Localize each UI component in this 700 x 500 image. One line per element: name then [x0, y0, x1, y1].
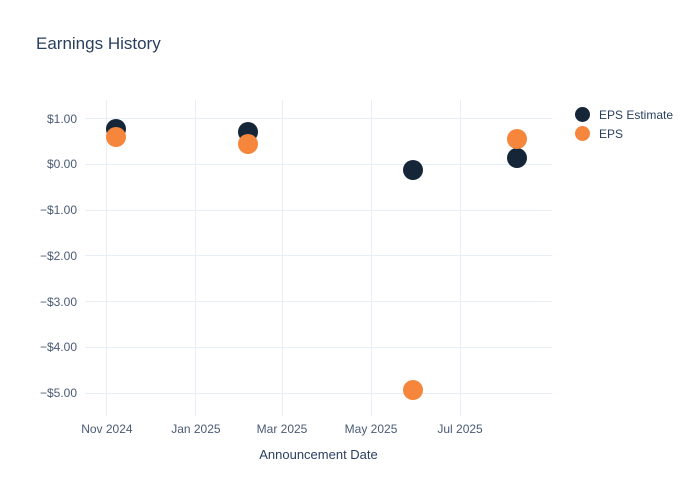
x-tick-label: May 2025 [344, 422, 398, 436]
legend: EPS Estimate EPS [575, 105, 673, 143]
y-tick-label: −$3.00 [39, 294, 77, 309]
x-axis-title: Announcement Date [259, 447, 378, 462]
y-gridline [85, 392, 552, 394]
data-point-eps[interactable] [403, 379, 424, 400]
y-tick-label: −$2.00 [39, 248, 77, 263]
x-tick-label: Mar 2025 [256, 422, 308, 436]
y-gridline [85, 118, 552, 120]
data-point-eps-estimate[interactable] [403, 160, 424, 181]
y-gridline [85, 163, 552, 165]
eps-estimate-marker-icon [575, 107, 590, 122]
chart-title: Earnings History [36, 34, 161, 53]
data-point-eps-estimate[interactable] [506, 148, 527, 169]
y-gridline [85, 209, 552, 211]
x-gridline [281, 100, 283, 416]
legend-item-eps[interactable]: EPS [575, 124, 673, 143]
data-point-eps[interactable] [506, 129, 527, 150]
y-tick-label: −$1.00 [39, 203, 77, 218]
x-gridline [195, 100, 197, 416]
x-tick-label: Jan 2025 [171, 422, 221, 436]
legend-label-eps: EPS [599, 126, 624, 141]
y-gridline [85, 255, 552, 257]
y-tick-label: $1.00 [46, 111, 77, 126]
x-tick-label: Nov 2024 [81, 422, 133, 436]
legend-label-eps-estimate: EPS Estimate [599, 107, 674, 122]
y-gridline [85, 346, 552, 348]
x-gridline [106, 100, 108, 416]
y-tick-label: −$4.00 [39, 340, 77, 355]
y-tick-label: $0.00 [46, 157, 77, 172]
x-gridline [459, 100, 461, 416]
y-gridline [85, 301, 552, 303]
data-point-eps[interactable] [105, 127, 126, 148]
x-gridline [370, 100, 372, 416]
legend-item-eps-estimate[interactable]: EPS Estimate [575, 105, 673, 124]
data-point-eps[interactable] [238, 134, 259, 155]
eps-marker-icon [575, 126, 590, 141]
x-tick-label: Jul 2025 [437, 422, 483, 436]
y-tick-label: −$5.00 [39, 386, 77, 401]
